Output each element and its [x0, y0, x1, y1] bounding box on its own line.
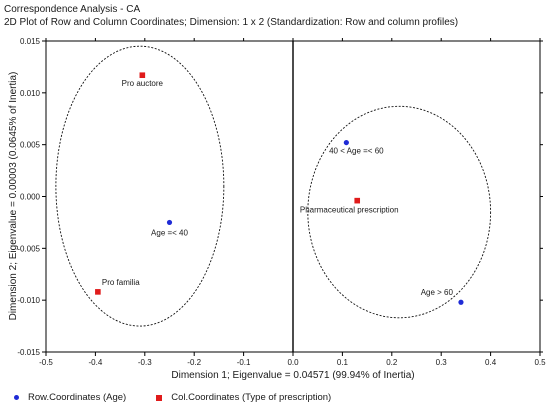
- circle-marker-icon: [14, 395, 19, 400]
- y-tick-label: 0.005: [20, 141, 41, 150]
- x-tick-label: 0.5: [534, 358, 546, 367]
- data-point-col: [354, 197, 361, 204]
- x-tick-label: 0.4: [485, 358, 497, 367]
- data-point-row: [166, 219, 173, 226]
- data-point-col: [139, 72, 146, 79]
- y-tick-label: -0.015: [17, 348, 40, 357]
- x-tick-label: 0.1: [337, 358, 349, 367]
- y-tick-label: -0.010: [17, 296, 40, 305]
- confidence-ellipse: [55, 45, 225, 327]
- x-tick-label: -0.3: [138, 358, 152, 367]
- x-tick-label: 0.3: [436, 358, 448, 367]
- x-tick-label: 0.0: [287, 358, 299, 367]
- chart-title: Correspondence Analysis - CA: [4, 4, 141, 15]
- chart-subtitle: 2D Plot of Row and Column Coordinates; D…: [4, 17, 459, 28]
- y-tick-label: 0.010: [20, 89, 41, 98]
- points-layer: Age =< 40 40 < Age =< 60 Age > 60 Pro aucto…: [95, 72, 464, 305]
- legend-label-col: Col.Coordinates (Type of prescription): [171, 392, 332, 403]
- data-point-col: [95, 289, 101, 295]
- x-tick-label: 0.2: [386, 358, 398, 367]
- y-tick-label: 0.015: [20, 37, 41, 46]
- x-tick-label: -0.5: [39, 358, 53, 367]
- data-point-row: [343, 139, 349, 146]
- point-label: Pharmaceutical prescription: [300, 206, 399, 215]
- y-axis-label: Dimension 2; Eigenvalue = 0.00003 (0.064…: [8, 72, 19, 321]
- point-label: Age > 60: [421, 288, 454, 297]
- axes-layer: -0.5 -0.4 -0.3 -0.2 -0.1 0.0 0.1 0.2 0.3 0.4 0.5 0.…: [17, 37, 546, 367]
- legend: Row.Coordinates (Age) Col.Coordinates (T…: [14, 392, 361, 403]
- legend-label-row: Row.Coordinates (Age): [28, 392, 127, 403]
- point-label: Pro auctore: [122, 79, 164, 88]
- y-tick-label: 0.000: [20, 193, 41, 202]
- title-block: Correspondence Analysis - CA 2D Plot of …: [4, 3, 458, 29]
- data-point-row: [458, 299, 464, 305]
- confidence-ellipse: [307, 105, 492, 319]
- x-tick-label: -0.4: [89, 358, 103, 367]
- x-tick-label: -0.1: [237, 358, 251, 367]
- x-axis-label: Dimension 1; Eigenvalue = 0.04571 (99.94…: [171, 370, 414, 381]
- y-tick-label: -0.005: [17, 244, 40, 253]
- point-label: Age =< 40: [151, 228, 188, 237]
- square-marker-icon: [156, 394, 163, 401]
- point-label: Pro familia: [102, 278, 140, 287]
- ellipse-layer: [55, 45, 492, 327]
- point-label: 40 < Age =< 60: [329, 147, 384, 156]
- legend-item-row: Row.Coordinates (Age): [14, 392, 126, 403]
- x-tick-label: -0.2: [187, 358, 201, 367]
- legend-item-col: Col.Coordinates (Type of prescription): [156, 392, 331, 403]
